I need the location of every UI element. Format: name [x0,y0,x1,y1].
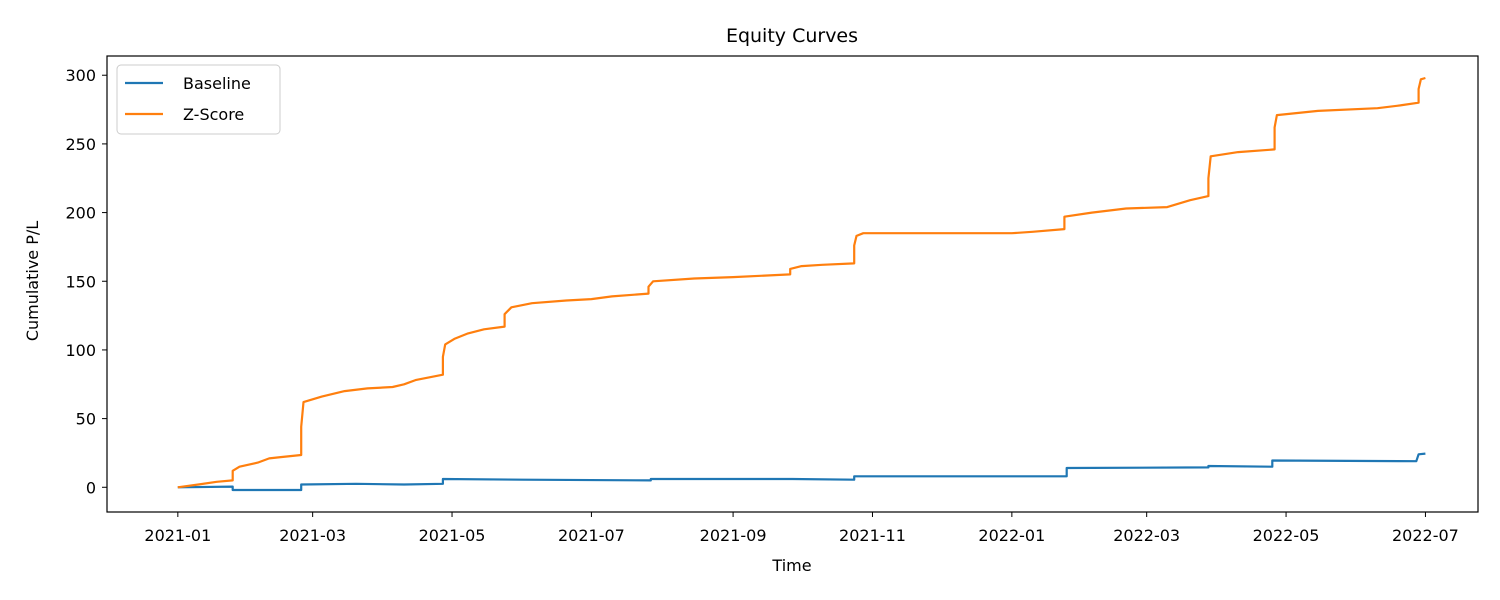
x-tick-label: 2021-05 [419,526,486,545]
x-tick-label: 2021-07 [558,526,625,545]
x-axis-label: Time [771,556,811,575]
x-tick-label: 2022-05 [1253,526,1320,545]
x-tick-label: 2022-01 [978,526,1045,545]
x-tick-label: 2021-01 [144,526,211,545]
plot-frame [106,55,1479,513]
y-tick-label: 300 [65,66,96,85]
x-tick-label: 2022-07 [1392,526,1459,545]
y-tick-label: 0 [86,478,96,497]
chart-title: Equity Curves [726,25,858,47]
x-tick-label: 2021-03 [279,526,346,545]
series-line-baseline [177,452,1426,492]
x-tick-label: 2022-03 [1113,526,1180,545]
series-line-z-score [177,76,1426,489]
y-axis-label: Cumulative P/L [23,221,42,341]
y-tick-label: 150 [65,272,96,291]
legend-label: Z-Score [183,105,244,124]
y-tick-label: 250 [65,135,96,154]
y-tick-label: 100 [65,341,96,360]
legend: Baseline Z-Score [116,64,281,135]
x-tick-label: 2021-09 [700,526,767,545]
y-tick-label: 200 [65,204,96,223]
y-tick-label: 50 [76,410,96,429]
plot-area: 2021-01 2021-03 2021-05 2021-07 2021-09 2021-… [65,55,1479,545]
x-tick-label: 2021-11 [839,526,906,545]
legend-label: Baseline [183,74,251,93]
